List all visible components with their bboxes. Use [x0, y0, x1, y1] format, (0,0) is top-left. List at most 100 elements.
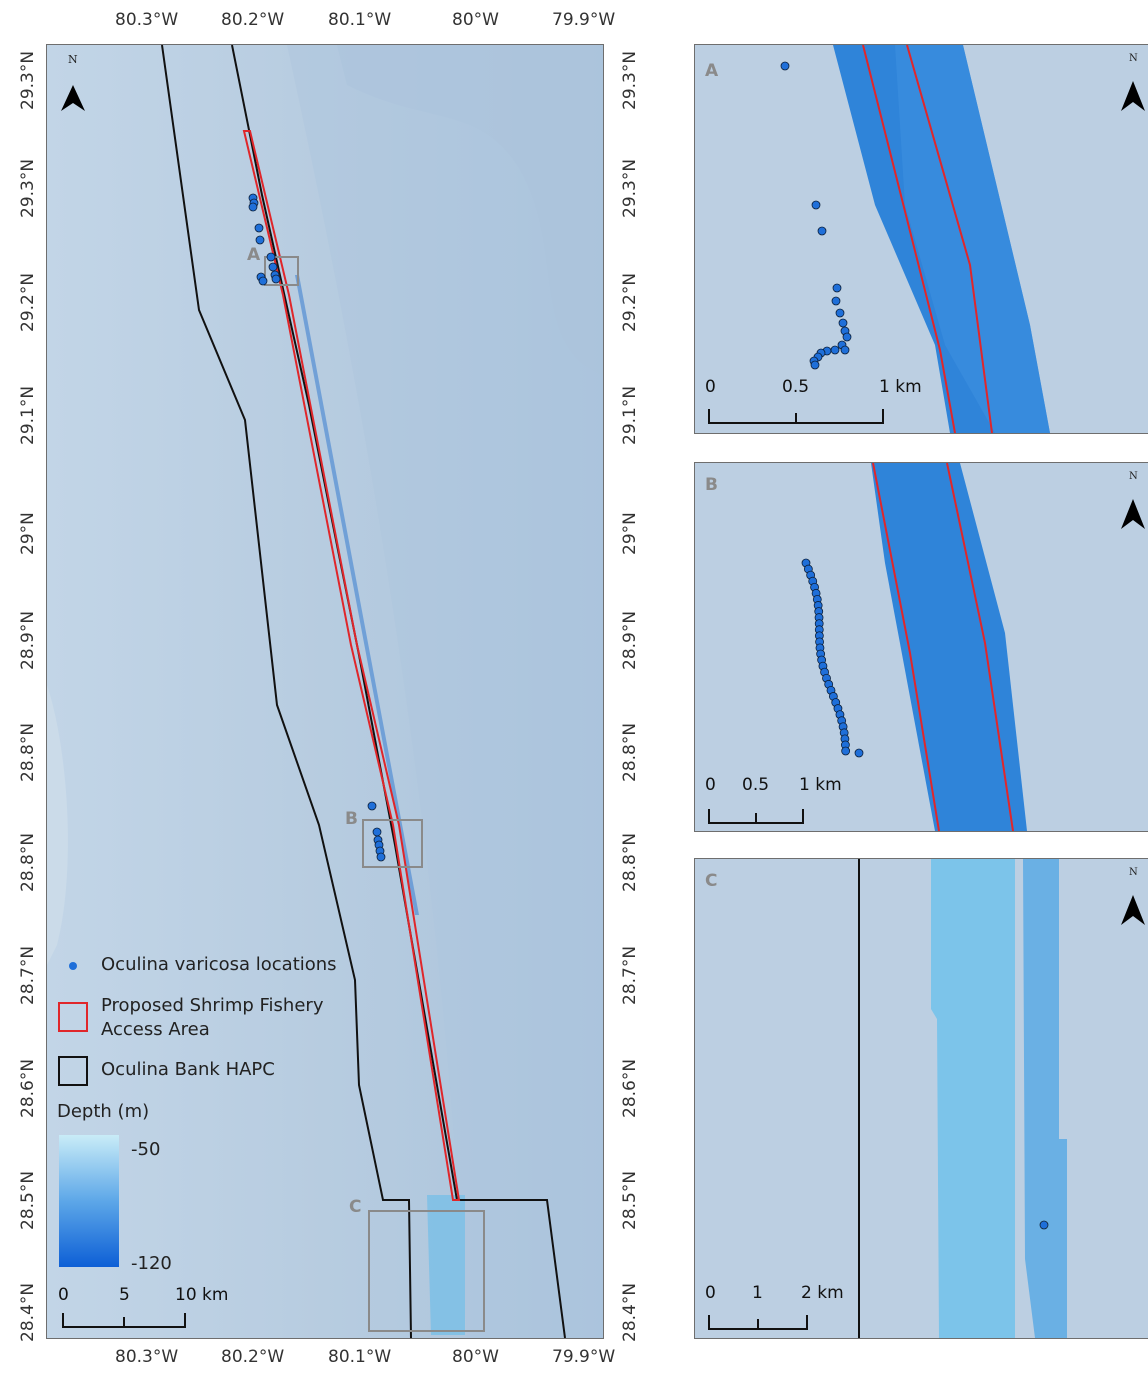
scale-main-5: 5: [119, 1285, 130, 1305]
inset-a-north-label: N: [1129, 53, 1138, 64]
oculina-points-inset-a: [780, 61, 852, 370]
oculina-point: [835, 308, 845, 318]
left-lat-tick: 28.8°N: [18, 722, 38, 782]
top-lon-tick: 80°W: [452, 10, 499, 30]
inset-letter-a: A: [247, 245, 261, 265]
right-lat-tick: 29.2°N: [620, 272, 640, 332]
inset-c-scale-end: 2 km: [801, 1283, 844, 1303]
inset-box-c: [368, 1210, 485, 1332]
inset-b-north-label: N: [1129, 471, 1138, 482]
inset-b-scale-end: 1 km: [799, 775, 842, 795]
bottom-lon-tick: 79.9°W: [552, 1347, 616, 1367]
oculina-point: [367, 801, 377, 811]
bottom-lon-tick: 80.2°W: [221, 1347, 285, 1367]
right-lat-tick: 29.3°N: [620, 158, 640, 218]
left-lat-tick: 28.7°N: [18, 945, 38, 1005]
legend: [58, 962, 119, 1267]
oculina-point: [266, 252, 276, 262]
inset-c-bathymetry-1: [931, 859, 1015, 1338]
top-lon-tick: 80.3°W: [115, 10, 179, 30]
oculina-point: [258, 276, 268, 286]
oculina-point: [810, 360, 820, 370]
inset-box-a: [264, 256, 299, 286]
legend-black-label: Oculina Bank HAPC: [101, 1059, 275, 1080]
scale-bar-main: [62, 1313, 186, 1328]
inset-c-letter: C: [705, 871, 718, 891]
right-lat-tick: 28.6°N: [620, 1058, 640, 1118]
depth-color-ramp: [59, 1135, 119, 1267]
inset-letter-c: C: [349, 1197, 362, 1217]
bottom-lon-tick: 80.1°W: [328, 1347, 392, 1367]
inset-a-scale-end: 1 km: [879, 377, 922, 397]
top-lon-tick: 79.9°W: [552, 10, 616, 30]
oculina-point: [832, 283, 842, 293]
left-lat-tick: 29.3°N: [18, 158, 38, 218]
oculina-point: [811, 200, 821, 210]
legend-red-label-2: Access Area: [101, 1019, 210, 1040]
bathymetry-patch-c: [427, 1195, 465, 1335]
hapc-boundary-west: [161, 45, 412, 1338]
right-lat-tick: 29.1°N: [620, 385, 640, 445]
oculina-points-main: [248, 193, 386, 862]
oculina-point: [268, 262, 278, 272]
left-lat-tick: 28.5°N: [18, 1170, 38, 1230]
oculina-point: [255, 235, 265, 245]
oculina-point: [838, 318, 848, 328]
legend-black-box-symbol: [58, 1056, 88, 1086]
oculina-point: [841, 746, 851, 756]
oculina-point: [254, 223, 264, 233]
oculina-point: [830, 345, 840, 355]
legend-point-symbol: [69, 962, 77, 970]
inset-c-scale-mid: 1: [752, 1283, 763, 1303]
main-map-svg: [47, 45, 603, 1338]
oculina-point: [854, 748, 864, 758]
oculina-point: [376, 852, 386, 862]
inset-b-map: B N 0 0.5 1 km: [694, 462, 1148, 832]
inset-b-scale-0: 0: [705, 775, 716, 795]
right-lat-tick: 28.5°N: [620, 1170, 640, 1230]
right-lat-tick: 28.4°N: [620, 1282, 640, 1342]
inset-a-letter: A: [705, 61, 719, 81]
top-lon-tick: 80.2°W: [221, 10, 285, 30]
oculina-point: [817, 226, 827, 236]
oculina-point: [840, 345, 850, 355]
inset-c-point: [1039, 1220, 1049, 1230]
north-arrow-main: [61, 85, 85, 111]
inset-c-bathymetry-2: [1023, 859, 1067, 1338]
oculina-point: [372, 827, 382, 837]
right-lat-tick: 28.7°N: [620, 945, 640, 1005]
main-map: A B C N Oculina varicosa locations Propo…: [46, 44, 604, 1339]
inset-a-scale-mid: 0.5: [782, 377, 810, 397]
oculina-point: [831, 296, 841, 306]
scale-main-10: 10 km: [175, 1285, 229, 1305]
oculina-points-inset-b: [801, 558, 864, 758]
inset-b-svg: [695, 463, 1148, 831]
shelf-shade-west: [47, 685, 68, 965]
left-lat-tick: 29°N: [18, 512, 38, 555]
scale-bar-a: [708, 409, 884, 424]
inset-b-bathymetry: [871, 463, 1027, 831]
inset-c-north-label: N: [1129, 867, 1138, 878]
right-lat-tick: 28.8°N: [620, 722, 640, 782]
inset-c-svg: [695, 859, 1148, 1338]
scale-main-0: 0: [58, 1285, 69, 1305]
oculina-point: [842, 332, 852, 342]
right-lat-tick: 28.9°N: [620, 610, 640, 670]
inset-b-letter: B: [705, 475, 718, 495]
oculina-point: [248, 202, 258, 212]
bottom-lon-tick: 80.3°W: [115, 1347, 179, 1367]
right-lat-tick: 29°N: [620, 512, 640, 555]
left-lat-tick: 29.3°N: [18, 50, 38, 110]
legend-points-label: Oculina varicosa locations: [101, 954, 337, 975]
left-lat-tick: 28.6°N: [18, 1058, 38, 1118]
access-area-polygon: [242, 130, 461, 1201]
left-lat-tick: 28.9°N: [18, 610, 38, 670]
legend-depth-min: -120: [131, 1253, 172, 1274]
oculina-point: [271, 274, 281, 284]
left-lat-tick: 28.4°N: [18, 1282, 38, 1342]
inset-box-b: [362, 819, 423, 868]
left-lat-tick: 29.1°N: [18, 385, 38, 445]
north-label-main: N: [68, 53, 78, 66]
shelf-edge-band: [287, 45, 603, 1338]
hapc-boundary-east: [231, 45, 566, 1338]
